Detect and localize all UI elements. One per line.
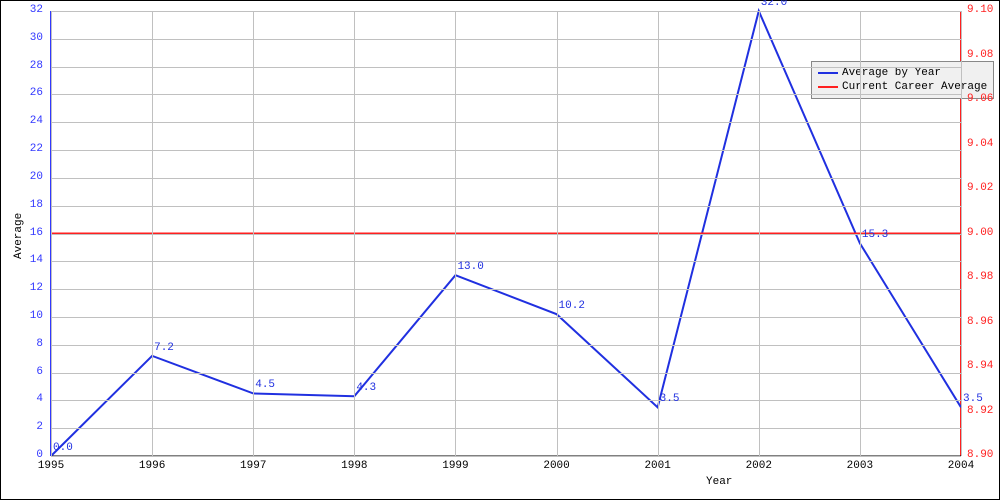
data-point-label: 3.5 <box>660 393 680 405</box>
gridline-v <box>658 11 659 456</box>
y-right-tick: 9.08 <box>967 49 993 61</box>
x-tick: 2002 <box>734 460 784 472</box>
gridline-h <box>51 94 961 95</box>
legend-label: Average by Year <box>842 66 941 80</box>
data-point-label: 7.2 <box>154 342 174 354</box>
x-tick: 2003 <box>835 460 885 472</box>
legend-swatch <box>818 72 838 74</box>
y-left-tick: 16 <box>1 227 43 239</box>
y-left-tick: 26 <box>1 87 43 99</box>
gridline-v <box>354 11 355 456</box>
x-tick: 1996 <box>127 460 177 472</box>
gridline-h <box>51 400 961 401</box>
y-left-tick: 20 <box>1 171 43 183</box>
gridline-v <box>961 11 962 456</box>
gridline-h <box>51 206 961 207</box>
y-left-tick: 2 <box>1 421 43 433</box>
gridline-h <box>51 39 961 40</box>
gridline-h <box>51 345 961 346</box>
gridline-v <box>557 11 558 456</box>
gridline-h <box>51 289 961 290</box>
y-left-tick: 24 <box>1 115 43 127</box>
y-left-tick: 10 <box>1 310 43 322</box>
y-left-tick: 22 <box>1 143 43 155</box>
data-point-label: 3.5 <box>963 393 983 405</box>
y-right-tick: 9.04 <box>967 138 993 150</box>
y-left-tick: 14 <box>1 254 43 266</box>
x-tick: 1998 <box>329 460 379 472</box>
y-right-tick: 9.02 <box>967 182 993 194</box>
y-right-tick: 8.94 <box>967 360 993 372</box>
data-point-label: 10.2 <box>559 300 585 312</box>
gridline-h <box>51 178 961 179</box>
y-right-tick: 9.00 <box>967 227 993 239</box>
y-right-tick: 9.06 <box>967 93 993 105</box>
gridline-h <box>51 234 961 235</box>
y-left-tick: 12 <box>1 282 43 294</box>
y-right-tick: 8.98 <box>967 271 993 283</box>
x-tick: 2000 <box>532 460 582 472</box>
gridline-h <box>51 456 961 457</box>
data-point-label: 13.0 <box>457 261 483 273</box>
gridline-h <box>51 122 961 123</box>
data-point-label: 0.0 <box>53 442 73 454</box>
y-left-tick: 18 <box>1 199 43 211</box>
y-left-tick: 6 <box>1 366 43 378</box>
x-tick: 1995 <box>26 460 76 472</box>
x-tick: 1999 <box>430 460 480 472</box>
y-right-tick: 8.92 <box>967 405 993 417</box>
gridline-v <box>455 11 456 456</box>
data-point-label: 15.3 <box>862 229 888 241</box>
y-left-tick: 28 <box>1 60 43 72</box>
x-tick: 2004 <box>936 460 986 472</box>
y-left-tick: 8 <box>1 338 43 350</box>
gridline-v <box>759 11 760 456</box>
gridline-h <box>51 317 961 318</box>
data-point-label: 4.5 <box>255 379 275 391</box>
gridline-h <box>51 261 961 262</box>
gridline-h <box>51 11 961 12</box>
legend-swatch <box>818 86 838 88</box>
y-right-tick: 8.96 <box>967 316 993 328</box>
gridline-v <box>51 11 52 456</box>
data-point-label: 4.3 <box>356 382 376 394</box>
y-left-tick: 32 <box>1 4 43 16</box>
legend-label: Current Career Average <box>842 80 987 94</box>
x-tick: 2001 <box>633 460 683 472</box>
y-left-tick: 4 <box>1 393 43 405</box>
x-axis-title: Year <box>706 476 732 488</box>
gridline-h <box>51 67 961 68</box>
gridline-v <box>860 11 861 456</box>
chart-container: Average by YearCurrent Career Average Av… <box>0 0 1000 500</box>
data-point-label: 32.0 <box>761 0 787 9</box>
y-right-tick: 9.10 <box>967 4 993 16</box>
gridline-h <box>51 428 961 429</box>
y-right-tick: 8.90 <box>967 449 993 461</box>
gridline-v <box>253 11 254 456</box>
y-left-tick: 30 <box>1 32 43 44</box>
gridline-v <box>152 11 153 456</box>
gridline-h <box>51 150 961 151</box>
x-tick: 1997 <box>228 460 278 472</box>
gridline-h <box>51 373 961 374</box>
